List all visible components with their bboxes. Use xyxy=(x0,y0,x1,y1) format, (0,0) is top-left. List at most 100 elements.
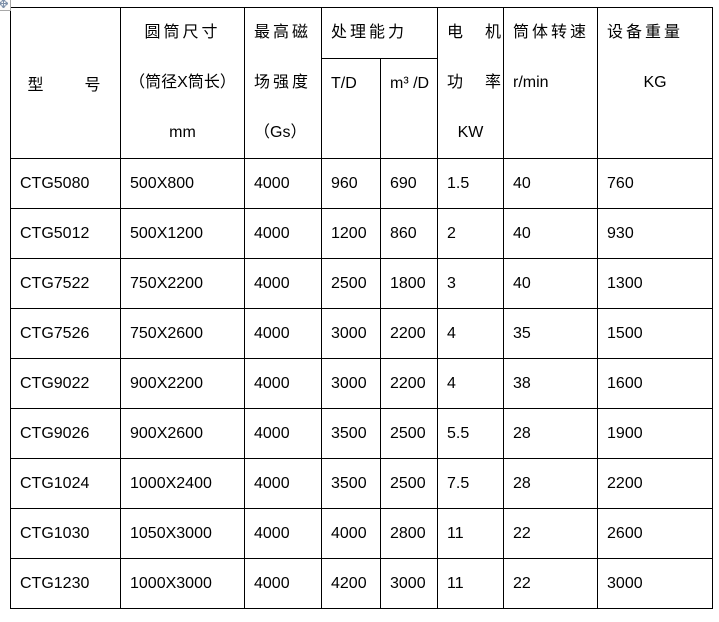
specs-table: 型 号 圆筒尺寸 （筒径X筒长） mm 最高磁 场强度 （Gs） 处理能力 电 … xyxy=(10,7,714,609)
cell-model: CTG1024 xyxy=(10,458,121,509)
table-row: CTG1030 1050X3000 4000 4000 2800 11 22 2600 xyxy=(10,508,714,559)
cell-model: CTG7522 xyxy=(10,258,121,309)
table-body: CTG5080 500X800 4000 960 690 1.5 40 760 CTG5012 5… xyxy=(10,158,714,609)
cell-td: 1200 xyxy=(321,208,381,259)
cell-gs: 4000 xyxy=(244,208,322,259)
motor-header-line1: 电 机 xyxy=(447,24,504,41)
cell-td: 3500 xyxy=(321,408,381,459)
capacity-group-label: 处理能力 xyxy=(331,24,408,41)
cell-rpm: 28 xyxy=(503,408,599,459)
cell-model: CTG9022 xyxy=(10,358,121,409)
cell-td: 2500 xyxy=(321,258,381,309)
table-row: CTG5080 500X800 4000 960 690 1.5 40 760 xyxy=(10,158,714,209)
cell-cylinder: 1000X2400 xyxy=(120,458,245,509)
cell-gs: 4000 xyxy=(244,458,322,509)
table-row: CTG5012 500X1200 4000 1200 860 2 40 930 xyxy=(10,208,714,259)
cell-gs: 4000 xyxy=(244,358,322,409)
cell-gs: 4000 xyxy=(244,508,322,559)
cell-kg: 760 xyxy=(597,158,714,209)
cell-kw: 11 xyxy=(437,508,505,559)
cell-rpm: 28 xyxy=(503,458,599,509)
cell-m3d: 1800 xyxy=(379,258,439,309)
column-header-equipment-weight: 设备重量 KG xyxy=(597,7,714,159)
cell-kg: 1300 xyxy=(597,258,714,309)
cell-gs: 4000 xyxy=(244,308,322,359)
magnetic-header-unit: （Gs） xyxy=(254,124,307,141)
cell-kw: 4 xyxy=(437,358,505,409)
cell-model: CTG5080 xyxy=(10,158,121,209)
cell-gs: 4000 xyxy=(244,258,322,309)
table-header: 型 号 圆筒尺寸 （筒径X筒长） mm 最高磁 场强度 （Gs） 处理能力 电 … xyxy=(10,7,714,159)
column-header-drum-speed: 筒体转速 r/min xyxy=(503,7,599,159)
cell-kg: 930 xyxy=(597,208,714,259)
cell-kw: 4 xyxy=(437,308,505,359)
cell-cylinder: 500X1200 xyxy=(120,208,245,259)
cell-rpm: 40 xyxy=(503,258,599,309)
cell-kw: 11 xyxy=(437,558,505,609)
cell-m3d: 2500 xyxy=(379,408,439,459)
table-move-handle-icon[interactable] xyxy=(0,0,11,11)
cell-rpm: 38 xyxy=(503,358,599,409)
cell-td: 4200 xyxy=(321,558,381,609)
column-header-motor-power: 电 机 功 率 KW xyxy=(437,7,505,159)
motor-header-unit: KW xyxy=(457,124,484,141)
weight-header-line1: 设备重量 xyxy=(607,24,684,41)
column-header-capacity-td: T/D xyxy=(321,58,381,159)
table-row: CTG7522 750X2200 4000 2500 1800 3 40 1300 xyxy=(10,258,714,309)
cell-cylinder: 750X2600 xyxy=(120,308,245,359)
table-row: CTG9022 900X2200 4000 3000 2200 4 38 1600 xyxy=(10,358,714,409)
cell-m3d: 2200 xyxy=(379,358,439,409)
cell-model: CTG1230 xyxy=(10,558,121,609)
motor-header-line2: 功 率 xyxy=(447,74,504,91)
column-header-model-label: 型 号 xyxy=(27,77,104,94)
cell-td: 3500 xyxy=(321,458,381,509)
cell-kw: 7.5 xyxy=(437,458,505,509)
cell-m3d: 3000 xyxy=(379,558,439,609)
cell-m3d: 860 xyxy=(379,208,439,259)
cell-cylinder: 900X2600 xyxy=(120,408,245,459)
cell-rpm: 22 xyxy=(503,508,599,559)
magnetic-header-line1: 最高磁 xyxy=(254,24,312,41)
magnetic-header-line2: 场强度 xyxy=(254,74,312,91)
cell-model: CTG1030 xyxy=(10,508,121,559)
table-row: CTG1024 1000X2400 4000 3500 2500 7.5 28 2200 xyxy=(10,458,714,509)
cell-model: CTG5012 xyxy=(10,208,121,259)
speed-header-unit: r/min xyxy=(513,74,549,91)
cell-model: CTG7526 xyxy=(10,308,121,359)
capacity-td-label: T/D xyxy=(331,75,357,92)
cell-kw: 5.5 xyxy=(437,408,505,459)
cell-kg: 2600 xyxy=(597,508,714,559)
cell-kw: 3 xyxy=(437,258,505,309)
cylinder-header-unit: mm xyxy=(169,124,196,141)
cell-gs: 4000 xyxy=(244,558,322,609)
capacity-m3d-label: m³ /D xyxy=(390,75,430,92)
table-row: CTG7526 750X2600 4000 3000 2200 4 35 1500 xyxy=(10,308,714,359)
cell-cylinder: 750X2200 xyxy=(120,258,245,309)
cell-td: 4000 xyxy=(321,508,381,559)
cell-cylinder: 1050X3000 xyxy=(120,508,245,559)
cell-gs: 4000 xyxy=(244,158,322,209)
speed-header-line1: 筒体转速 xyxy=(513,24,590,41)
cell-kw: 1.5 xyxy=(437,158,505,209)
table-row: CTG9026 900X2600 4000 3500 2500 5.5 28 1900 xyxy=(10,408,714,459)
column-header-magnetic-field: 最高磁 场强度 （Gs） xyxy=(244,7,322,159)
four-way-arrow-icon xyxy=(0,0,8,8)
cell-kg: 1900 xyxy=(597,408,714,459)
cell-rpm: 40 xyxy=(503,158,599,209)
cell-m3d: 2500 xyxy=(379,458,439,509)
table-row: CTG1230 1000X3000 4000 4200 3000 11 22 3000 xyxy=(10,558,714,609)
weight-header-unit: KG xyxy=(643,74,667,91)
column-header-model: 型 号 xyxy=(10,7,121,159)
cell-kg: 1500 xyxy=(597,308,714,359)
cell-rpm: 40 xyxy=(503,208,599,259)
cell-rpm: 35 xyxy=(503,308,599,359)
cell-cylinder: 1000X3000 xyxy=(120,558,245,609)
cell-kg: 3000 xyxy=(597,558,714,609)
cell-model: CTG9026 xyxy=(10,408,121,459)
cell-m3d: 690 xyxy=(379,158,439,209)
cell-td: 3000 xyxy=(321,308,381,359)
cell-td: 960 xyxy=(321,158,381,209)
cell-kg: 2200 xyxy=(597,458,714,509)
cell-kg: 1600 xyxy=(597,358,714,409)
